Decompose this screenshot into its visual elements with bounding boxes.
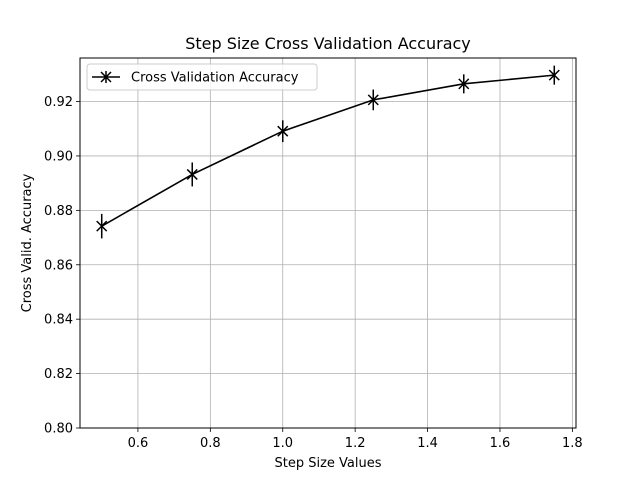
axis-ticks: 0.6 0.8 1.0 1.2 1.4 1.6 1.8 0.80 0.82 0.84 0.86 0.8… [44,95,583,451]
data-point-marker [367,93,379,106]
x-axis-label: Step Size Values [274,456,381,471]
data-point-marker [458,77,470,90]
x-tick-label: 0.8 [200,436,221,451]
data-point-marker [186,168,198,181]
legend-marker [100,71,112,83]
y-tick-label: 0.88 [44,204,73,219]
data-point-marker [277,125,289,138]
x-tick-label: 1.6 [490,436,511,451]
x-tick-label: 1.8 [562,436,583,451]
y-tick-label: 0.80 [44,422,73,437]
legend: Cross Validation Accuracy [86,63,318,91]
x-tick-label: 1.4 [417,436,438,451]
series-line [101,74,555,227]
y-tick-label: 0.90 [44,149,73,164]
y-tick-label: 0.82 [44,367,73,382]
data-point-marker [548,69,560,82]
plot-frame [79,57,577,429]
x-tick-label: 1.2 [345,436,366,451]
series-layer [96,65,560,239]
legend-entry-label: Cross Validation Accuracy [131,71,299,86]
y-tick-label: 0.86 [44,258,73,273]
data-point-marker [96,220,108,233]
x-tick-label: 0.6 [128,436,149,451]
chart-title: Step Size Cross Validation Accuracy [185,34,471,53]
y-tick-label: 0.84 [44,313,73,328]
x-tick-label: 1.0 [272,436,293,451]
legend-box [86,63,318,91]
y-axis-label: Cross Valid. Accuracy [20,173,35,312]
y-tick-label: 0.92 [44,95,73,110]
